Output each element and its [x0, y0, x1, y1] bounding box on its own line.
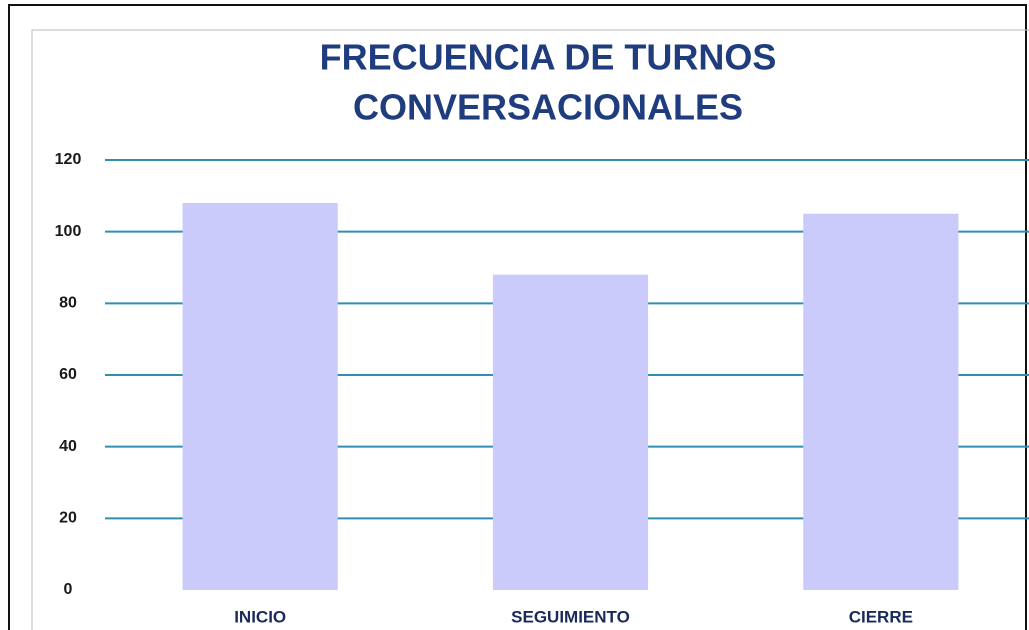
y-tick-label: 40 [59, 438, 77, 455]
y-tick-label: 80 [59, 295, 77, 312]
chart-title: FRECUENCIA DE TURNOS [320, 37, 777, 78]
chart-title: CONVERSACIONALES [353, 87, 743, 128]
x-tick-label: SEGUIMIENTO [511, 607, 630, 626]
chart-border [31, 29, 1029, 630]
x-tick-label: CIERRE [849, 607, 913, 626]
bar [492, 274, 649, 590]
y-tick-label: 120 [55, 151, 82, 168]
frame [8, 4, 1027, 630]
x-tick-label: INICIO [234, 607, 286, 626]
bar [182, 203, 338, 590]
y-tick-label: 100 [55, 223, 82, 240]
y-tick-label: 60 [59, 366, 77, 383]
y-tick-label: 0 [64, 581, 73, 598]
y-tick-label: 20 [59, 510, 77, 527]
bar [803, 213, 959, 590]
